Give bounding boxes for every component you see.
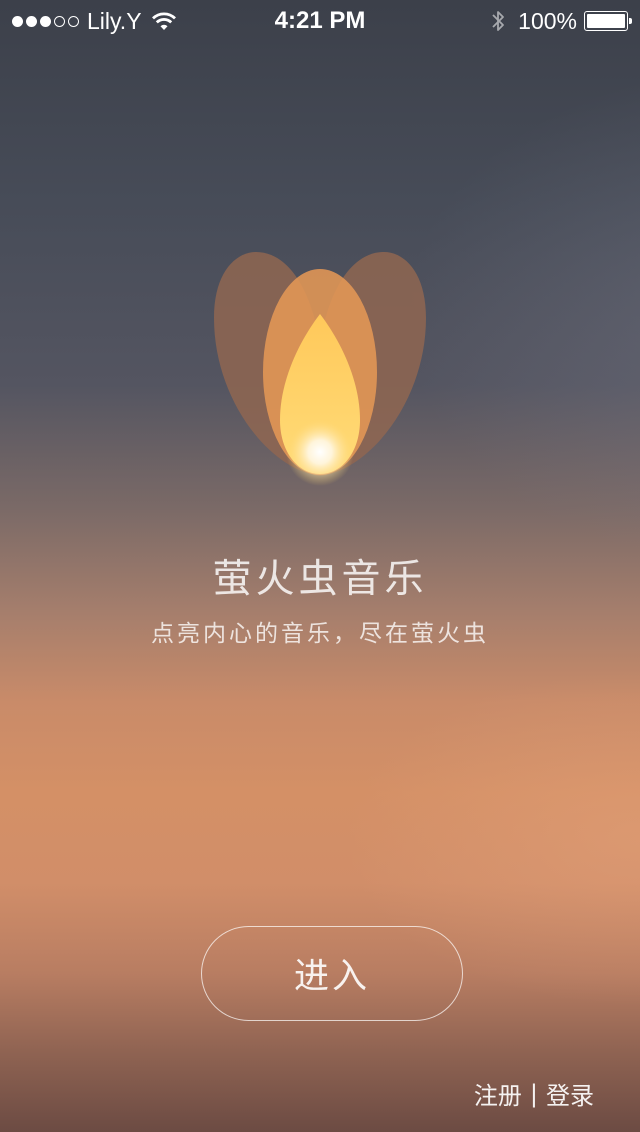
status-time: 4:21 PM — [274, 7, 366, 34]
signal-dot — [68, 15, 79, 27]
firefly-logo-icon — [214, 252, 426, 486]
carrier-name: Lily.Y — [87, 8, 142, 34]
register-link[interactable]: 注册 — [473, 1082, 522, 1110]
status-left: Lily.Y — [12, 8, 177, 34]
status-bar: Lily.Y 4:21 PM 100% — [0, 0, 640, 40]
wifi-icon — [151, 12, 176, 30]
battery-tip — [629, 18, 632, 24]
auth-links: 注册 | 登录 — [474, 1076, 594, 1111]
enter-button[interactable]: 进入 — [201, 926, 463, 1021]
status-right: 100% — [490, 8, 632, 34]
enter-button-label: 进入 — [293, 957, 370, 997]
auth-links-separator: | — [529, 1079, 538, 1108]
logo-glow — [286, 418, 354, 486]
signal-dot — [54, 15, 65, 27]
battery-percentage: 100% — [518, 8, 577, 34]
app-title: 萤火虫音乐 — [212, 557, 428, 602]
signal-strength-icon — [12, 15, 79, 27]
signal-dot — [26, 15, 37, 27]
bluetooth-icon — [492, 11, 505, 31]
app-subtitle: 点亮内心的音乐，尽在萤火虫 — [151, 621, 489, 647]
battery-icon — [584, 11, 632, 31]
signal-dot — [12, 15, 23, 27]
login-link[interactable]: 登录 — [546, 1082, 594, 1110]
signal-dot — [40, 15, 51, 27]
battery-fill — [587, 14, 625, 28]
